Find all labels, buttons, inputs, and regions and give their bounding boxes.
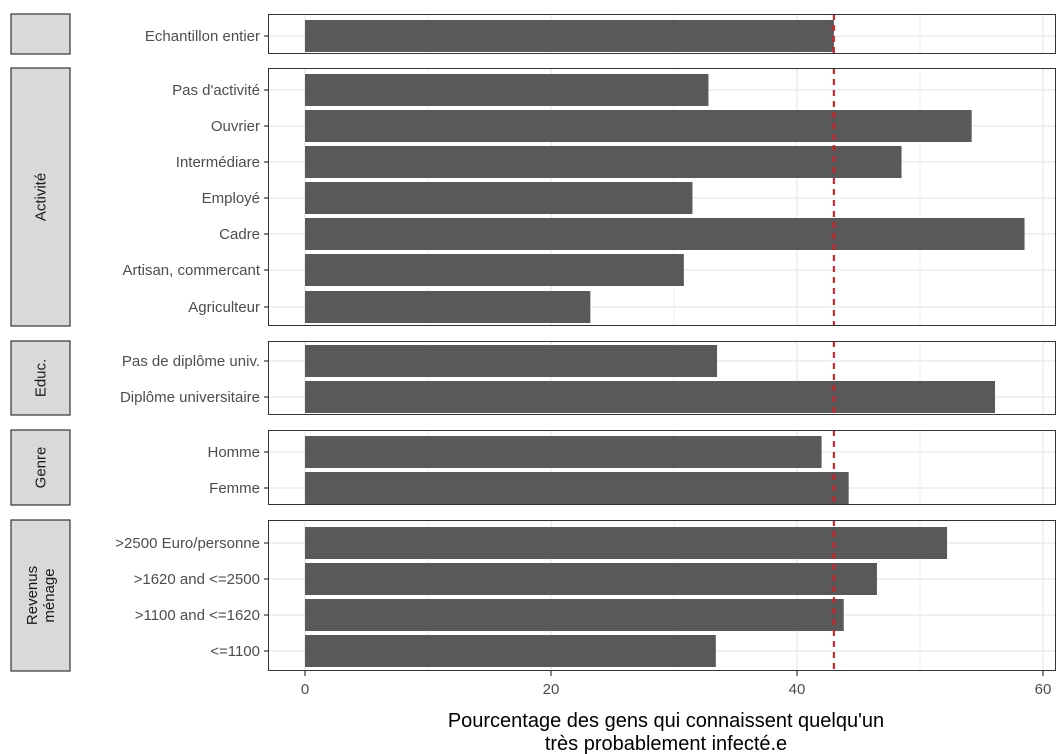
- bar: [305, 472, 849, 504]
- category-label: Diplôme universitaire: [120, 389, 260, 406]
- x-axis-title-line2: très probablement infecté.e: [545, 733, 787, 754]
- bar: [305, 146, 902, 178]
- bar: [305, 291, 591, 323]
- facet-strip: [10, 13, 71, 55]
- bar: [305, 381, 996, 413]
- facet-strip-label-line: Activité: [33, 173, 50, 221]
- category-label: Employé: [202, 190, 260, 207]
- bar: [305, 635, 716, 667]
- panel-border: [268, 14, 1056, 54]
- x-axis-title-line1: Pourcentage des gens qui connaissent que…: [448, 710, 884, 732]
- bar: [305, 599, 844, 631]
- x-tick-label: 20: [543, 681, 560, 698]
- facet-strip: [10, 340, 71, 416]
- bar: [305, 436, 822, 468]
- panel-border: [268, 520, 1056, 671]
- category-label: Intermédiare: [176, 154, 260, 171]
- category-label: >1100 and <=1620: [135, 607, 260, 624]
- bar: [305, 110, 972, 142]
- panel-border: [268, 68, 1056, 326]
- category-label: Pas d'activité: [172, 82, 260, 99]
- facet-strip-label: Revenusménage: [24, 566, 58, 625]
- bar: [305, 563, 877, 595]
- category-label: Artisan, commercant: [122, 262, 260, 279]
- category-label: Cadre: [219, 226, 260, 243]
- facet-strip-label: Activité: [33, 173, 50, 221]
- facet-strip-label-line: Genre: [33, 447, 50, 489]
- category-label: Femme: [209, 480, 260, 497]
- panel-border: [268, 430, 1056, 505]
- bar: [305, 20, 834, 52]
- facet-strip: [10, 519, 71, 672]
- facet-strip: [10, 429, 71, 506]
- x-tick-label: 60: [1035, 681, 1052, 698]
- x-tick-label: 0: [301, 681, 309, 698]
- category-label: Echantillon entier: [145, 28, 260, 45]
- facet-strip-label-line: Revenus: [24, 566, 41, 625]
- facet-strip-label: Educ.: [33, 359, 50, 397]
- category-label: Pas de diplôme univ.: [122, 353, 260, 370]
- category-label: Agriculteur: [188, 299, 260, 316]
- category-label: >1620 and <=2500: [134, 571, 260, 588]
- bar: [305, 527, 948, 559]
- facet-strip: [10, 67, 71, 327]
- bar: [305, 218, 1025, 250]
- category-label: Ouvrier: [211, 118, 260, 135]
- category-label: >2500 Euro/personne: [115, 535, 260, 552]
- facet-strip-label-line: ménage: [41, 568, 58, 622]
- bar: [305, 74, 709, 106]
- facet-strip-label-line: Educ.: [33, 359, 50, 397]
- category-label: Homme: [207, 444, 260, 461]
- bar: [305, 345, 718, 377]
- panel-border: [268, 341, 1056, 415]
- bar: [305, 254, 684, 286]
- bar: [305, 182, 693, 214]
- x-tick-label: 40: [789, 681, 806, 698]
- category-label: <=1100: [210, 643, 260, 660]
- facet-strip-label: Genre: [33, 447, 50, 489]
